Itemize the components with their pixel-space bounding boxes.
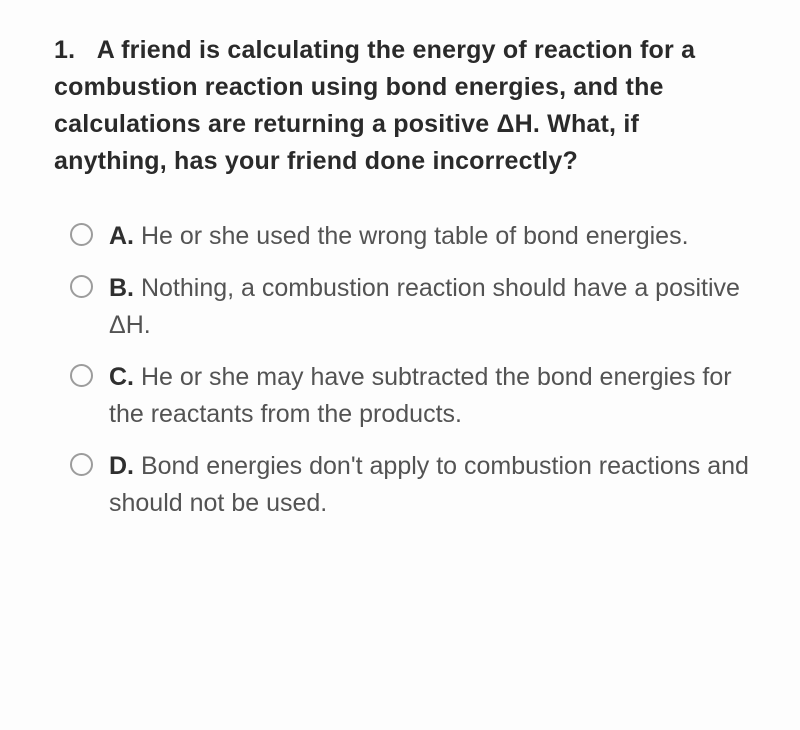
- option-letter: B.: [109, 274, 134, 302]
- option-text: Nothing, a combustion reaction should ha…: [109, 274, 740, 340]
- option-d[interactable]: D. Bond energies don't apply to combusti…: [70, 448, 752, 523]
- option-text: Bond energies don't apply to combustion …: [109, 452, 749, 518]
- option-letter: A.: [109, 222, 134, 250]
- question-block: 1. A friend is calculating the energy of…: [54, 32, 752, 180]
- option-a[interactable]: A. He or she used the wrong table of bon…: [70, 218, 752, 256]
- option-letter: D.: [109, 452, 134, 480]
- radio-icon[interactable]: [70, 364, 93, 387]
- option-letter: C.: [109, 363, 134, 391]
- question-number: 1.: [54, 36, 75, 64]
- radio-icon[interactable]: [70, 275, 93, 298]
- option-body: B. Nothing, a combustion reaction should…: [109, 270, 752, 345]
- option-body: C. He or she may have subtracted the bon…: [109, 359, 752, 434]
- radio-icon[interactable]: [70, 223, 93, 246]
- options-list: A. He or she used the wrong table of bon…: [54, 218, 752, 523]
- option-body: D. Bond energies don't apply to combusti…: [109, 448, 752, 523]
- question-text: A friend is calculating the energy of re…: [54, 36, 695, 175]
- option-text: He or she may have subtracted the bond e…: [109, 363, 732, 429]
- option-body: A. He or she used the wrong table of bon…: [109, 218, 689, 256]
- option-text: He or she used the wrong table of bond e…: [141, 222, 689, 250]
- option-c[interactable]: C. He or she may have subtracted the bon…: [70, 359, 752, 434]
- radio-icon[interactable]: [70, 453, 93, 476]
- option-b[interactable]: B. Nothing, a combustion reaction should…: [70, 270, 752, 345]
- question-line: 1. A friend is calculating the energy of…: [54, 36, 695, 175]
